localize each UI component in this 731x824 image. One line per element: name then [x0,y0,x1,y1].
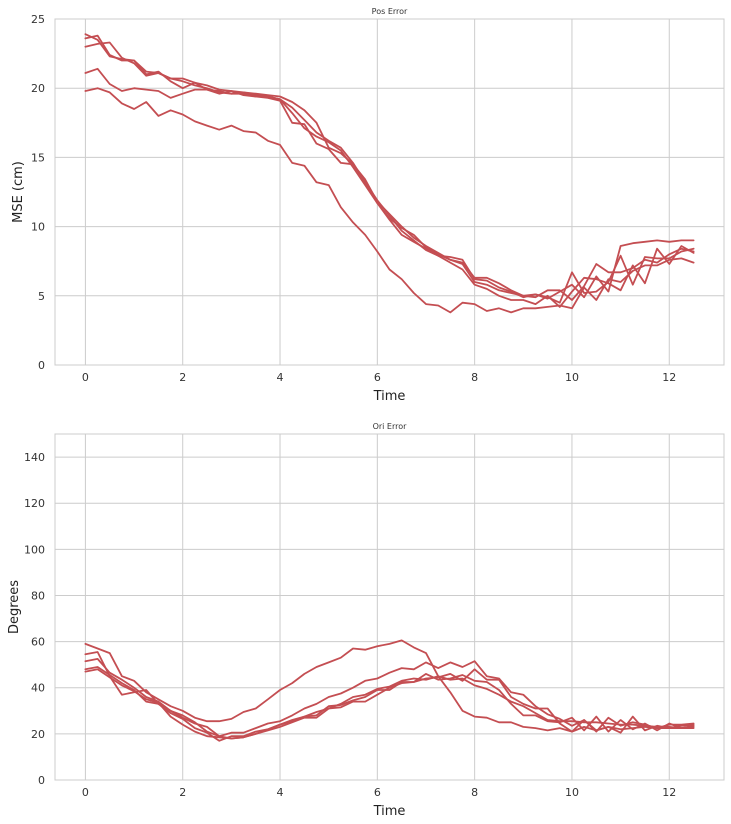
pos-error-series-line-2 [84,34,695,304]
pos-error-y-tick-label-2: 10 [31,221,45,234]
ori-error-series [84,639,695,742]
pos-error-y-tick-label-4: 20 [31,82,45,95]
ori-error-series-line-1 [84,639,695,733]
pos-error-x-tick-label-6: 12 [662,371,676,384]
ori-error-y-tick-label-5: 100 [24,543,45,556]
pos-error-y-tick-label-3: 15 [31,151,45,164]
ori-error-y-tick-label-2: 40 [31,682,45,695]
ori-error-plot-area [55,434,724,780]
pos-error-y-tick-label-0: 0 [38,359,45,372]
pos-error-series-line-5 [84,87,695,314]
ori-error-grid [55,434,724,781]
pos-error-x-tick-label-0: 0 [82,371,89,384]
ori-error-y-tick-label-1: 20 [31,728,45,741]
ori-error-plot-frame [54,433,725,781]
ori-error-x-tick-label-0: 0 [82,786,89,799]
pos-error-x-axis-label: Time [373,389,406,404]
ori-error-x-tick-label-2: 4 [277,786,284,799]
ori-error-x-tick-label-5: 10 [565,786,579,799]
ori-error-y-tick-label-7: 140 [24,451,45,464]
ori-error-x-axis-label: Time [373,804,406,819]
ori-error-y-tick-label-6: 120 [24,497,45,510]
ori-error-series-line-5 [84,668,695,740]
ori-error-y-tick-label-4: 80 [31,589,45,602]
pos-error-y-axis-label: MSE (cm) [11,161,26,223]
ori-error-y-tick-label-3: 60 [31,636,45,649]
ori-error-x-tick-label-6: 12 [662,786,676,799]
pos-error-x-tick-label-2: 4 [277,371,284,384]
ori-error-y-tick-label-0: 0 [38,774,45,787]
pos-error-x-tick-label-4: 8 [471,371,478,384]
ori-error-title: Ori Error [373,422,408,431]
pos-error-y-tick-label-5: 25 [31,13,45,26]
pos-error-x-tick-label-1: 2 [179,371,186,384]
ori-error-x-tick-label-3: 6 [374,786,381,799]
pos-error-tick-labels: 0 2 4 6 8 10 12 0 5 10 15 20 25 [31,13,676,384]
pos-error-series [84,33,695,314]
ori-error-series-line-4 [84,666,695,742]
ori-error-x-tick-label-4: 8 [471,786,478,799]
pos-error-title: Pos Error [372,7,408,16]
pos-error-x-tick-label-3: 6 [374,371,381,384]
pos-error-plot-frame [54,18,725,366]
pos-error-plot-area [55,19,724,365]
ori-error-x-tick-label-1: 2 [179,786,186,799]
pos-error-chart: Pos Error 0 2 4 6 8 10 12 0 5 10 15 20 25 Time MSE (… [11,7,725,404]
pos-error-x-tick-label-5: 10 [565,371,579,384]
pos-error-series-line-4 [84,67,695,308]
pos-error-y-tick-label-1: 5 [38,290,45,303]
ori-error-y-axis-label: Degrees [7,580,22,634]
